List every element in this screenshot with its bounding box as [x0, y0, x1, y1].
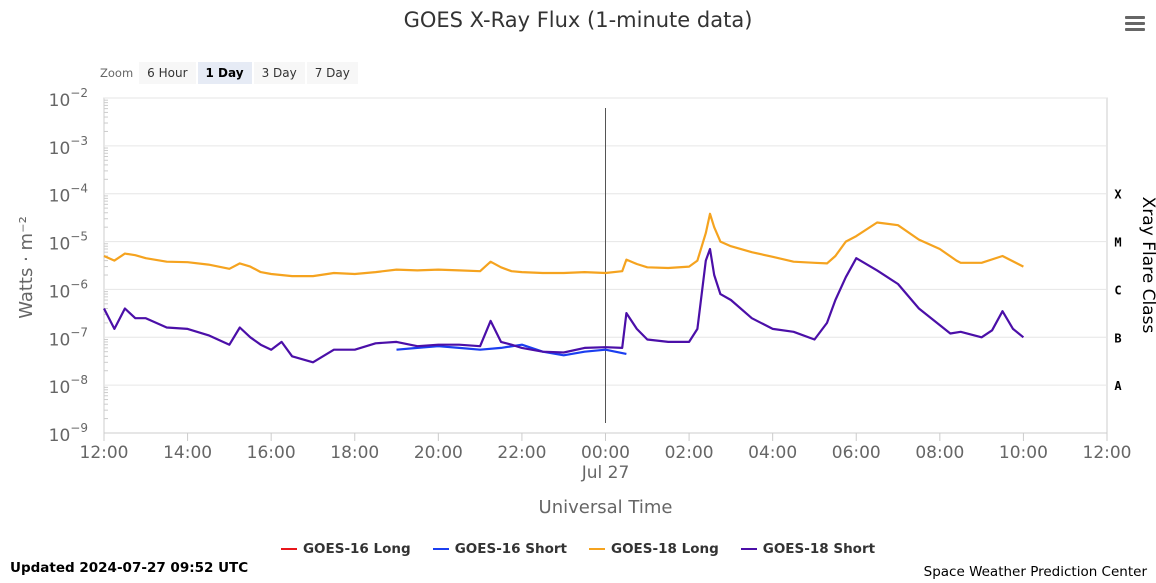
- x-axis-title: Universal Time: [539, 497, 673, 518]
- zoom-6-hour-button[interactable]: 6 Hour: [139, 62, 196, 84]
- x-tick-label: 18:00: [330, 443, 379, 463]
- updated-timestamp: Updated 2024-07-27 09:52 UTC: [10, 560, 249, 576]
- x-tick-label: 12:00: [1083, 443, 1132, 463]
- x-tick-label: 06:00: [832, 443, 881, 463]
- credit-text: Space Weather Prediction Center: [923, 564, 1147, 580]
- legend-swatch-goes18-short: [740, 548, 757, 550]
- zoom-label: Zoom: [100, 66, 134, 80]
- legend-swatch-goes16-short: [432, 548, 449, 550]
- x-tick-label: 10:00: [999, 443, 1048, 463]
- hamburger-menu-icon[interactable]: [1125, 16, 1145, 34]
- x-tick-label: 02:00: [665, 443, 714, 463]
- x-tick-label: 00:00: [581, 443, 630, 463]
- flare-class-label: B: [1114, 331, 1121, 345]
- y-tick-label: 10−3: [49, 134, 88, 159]
- x-tick-label: 04:00: [748, 443, 797, 463]
- x-tick-label: 20:00: [414, 443, 463, 463]
- flare-class-label: X: [1114, 188, 1122, 202]
- legend-label-goes18-long: GOES-18 Long: [611, 541, 719, 557]
- y2-axis-title: Xray Flare Class: [1138, 197, 1156, 334]
- x-tick-sublabel: Jul 27: [581, 463, 630, 483]
- zoom-7-day-button[interactable]: 7 Day: [306, 62, 358, 84]
- y-tick-label: 10−8: [49, 373, 88, 398]
- y-tick-label: 10−9: [49, 421, 88, 446]
- legend-item-goes18-short[interactable]: GOES-18 Short: [740, 541, 876, 557]
- flare-class-label: M: [1114, 236, 1121, 250]
- y-tick-label: 10−2: [49, 86, 88, 111]
- legend-item-goes18-long[interactable]: GOES-18 Long: [589, 541, 719, 557]
- y-tick-label: 10−5: [49, 230, 88, 255]
- x-tick-label: 16:00: [247, 443, 296, 463]
- x-tick-label: 14:00: [163, 443, 212, 463]
- legend-label-goes16-short: GOES-16 Short: [454, 541, 567, 557]
- legend-item-goes16-short[interactable]: GOES-16 Short: [432, 541, 567, 557]
- series-line-goes-18-short: [103, 247, 1025, 364]
- x-tick-label: 22:00: [497, 443, 546, 463]
- zoom-1-day-button[interactable]: 1 Day: [197, 62, 252, 84]
- series-line-goes-16-short: [396, 343, 627, 357]
- zoom-3-day-button[interactable]: 3 Day: [253, 62, 305, 84]
- chart-title: GOES X-Ray Flux (1-minute data): [403, 8, 753, 32]
- legend-swatch-goes18-long: [589, 548, 605, 550]
- legend-swatch-goes16-long: [280, 548, 297, 550]
- x-tick-label: 12:00: [80, 443, 129, 463]
- flare-class-label: A: [1114, 379, 1122, 393]
- x-tick-label: 08:00: [915, 443, 964, 463]
- legend-label-goes16-long: GOES-16 Long: [302, 541, 411, 557]
- y-tick-label: 10−7: [49, 325, 88, 350]
- chart-legend: GOES-16 Long GOES-16 Short GOES-18 Long …: [0, 541, 1156, 557]
- legend-label-goes18-short: GOES-18 Short: [762, 541, 876, 557]
- y-axis-title: Watts · m⁻²: [16, 216, 37, 319]
- series-line-goes-18-long: [103, 212, 1024, 278]
- y-tick-label: 10−6: [49, 277, 88, 302]
- zoom-toolbar: Zoom 6 Hour 1 Day 3 Day 7 Day: [100, 61, 360, 85]
- y-tick-label: 10−4: [49, 182, 88, 207]
- legend-item-goes16-long[interactable]: GOES-16 Long: [280, 541, 411, 557]
- flare-class-label: C: [1114, 283, 1121, 297]
